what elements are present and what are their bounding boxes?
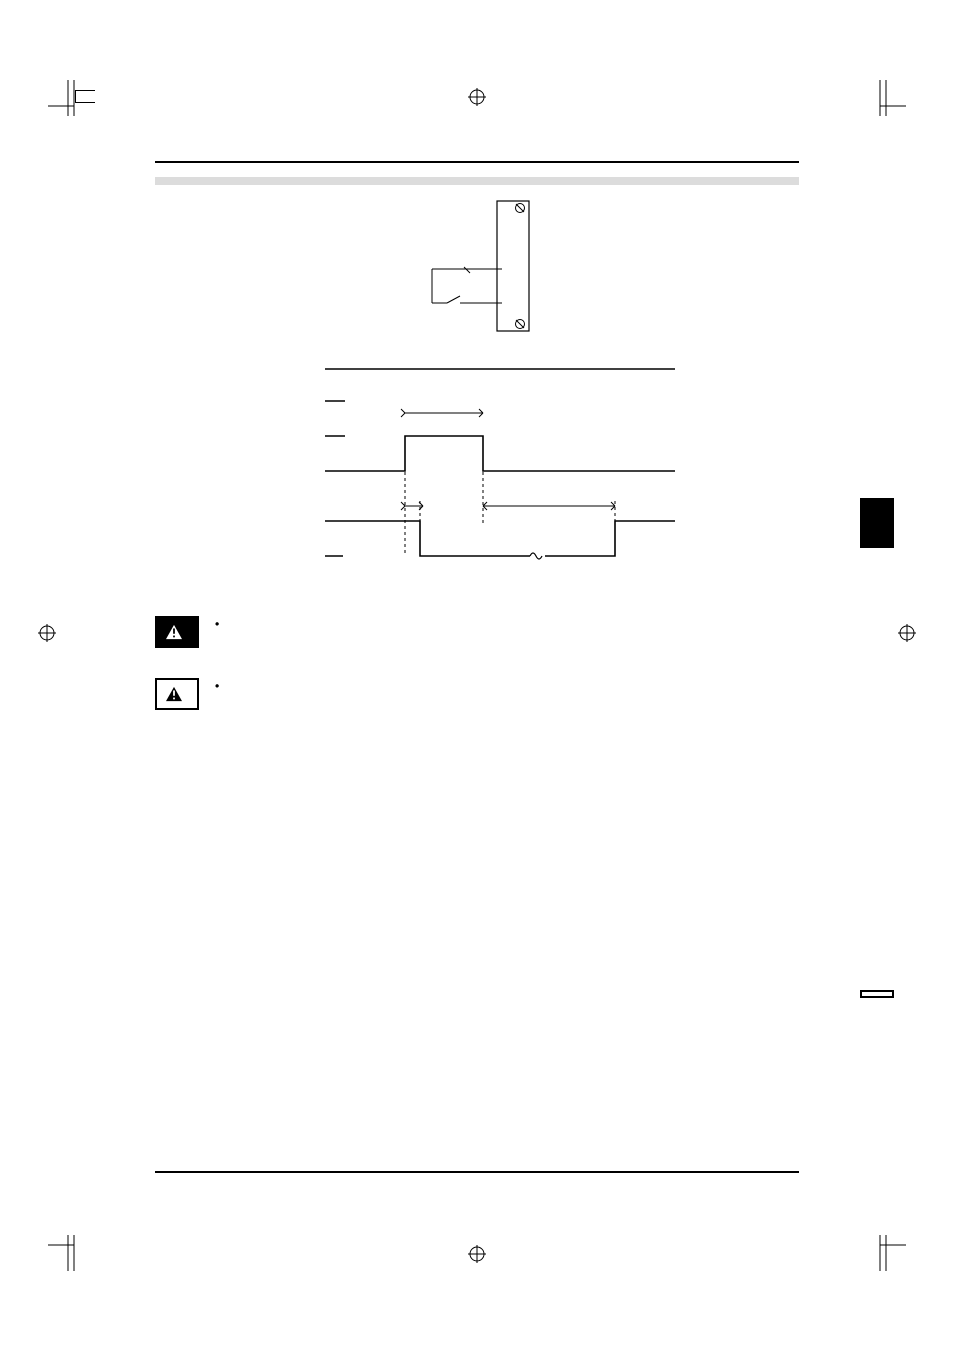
warning-block [155, 616, 799, 648]
side-tab-number [860, 498, 894, 548]
footer-rule [155, 1171, 799, 1173]
page [0, 0, 954, 1351]
header-rule [155, 161, 799, 163]
content-area [155, 155, 799, 1216]
crop-mark-br [870, 1235, 906, 1271]
timing-row-labels [155, 351, 305, 586]
caution-badge [155, 678, 199, 710]
timing-chart [155, 351, 799, 586]
terminal-diagram [155, 197, 799, 337]
registration-mark-bottom [468, 1245, 486, 1263]
crop-mark-bl [48, 1235, 84, 1271]
caution-block [155, 678, 799, 710]
crop-mark-tr [870, 80, 906, 116]
registration-mark-right [898, 624, 916, 642]
section-title [155, 177, 799, 185]
warning-badge [155, 616, 199, 648]
crop-mark-tl [48, 80, 84, 116]
alert-triangle-icon [165, 624, 183, 640]
english-tab [860, 990, 894, 998]
registration-mark-top [468, 88, 486, 106]
timing-chart-svg [315, 351, 695, 586]
alert-triangle-icon [165, 686, 183, 702]
registration-mark-left [38, 624, 56, 642]
